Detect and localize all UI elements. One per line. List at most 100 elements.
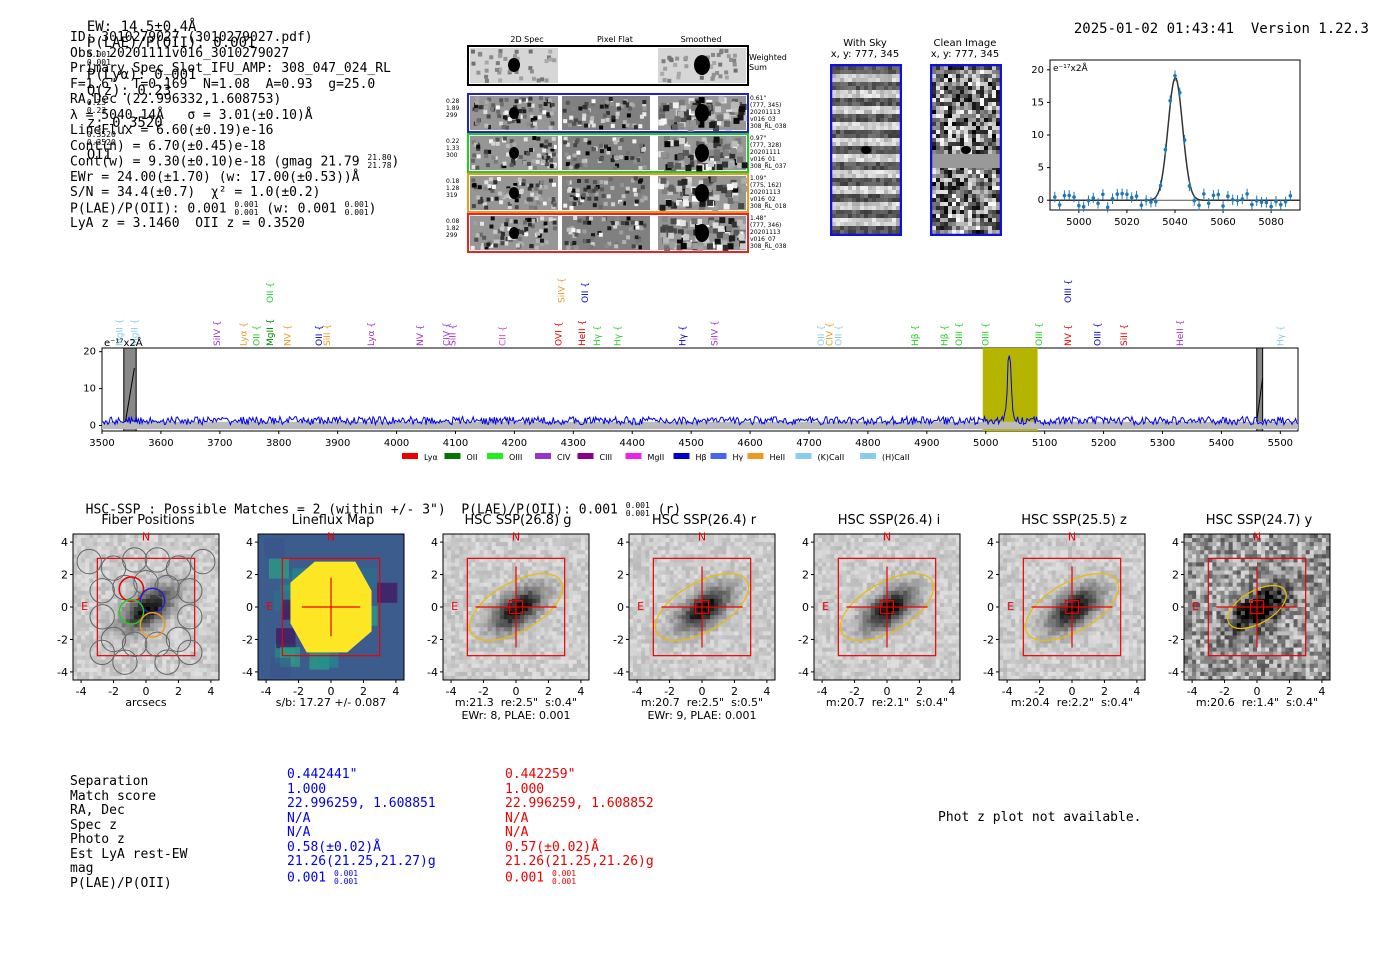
x-tick-label: 3900 xyxy=(325,438,350,449)
center-box xyxy=(694,599,710,615)
x-tick-label: 0 xyxy=(884,685,891,698)
y-tick-label: 10 xyxy=(1031,130,1044,141)
thumbnail-panel: HSC SSP(24.7) y N E 4 2 0 -2 -4 -4 -2 0 2 4 m:20.6 re… xyxy=(1144,510,1334,725)
legend-label: OII xyxy=(467,453,478,462)
line-marker: CIV { xyxy=(443,322,453,346)
x-tick-label: 2 xyxy=(1101,685,1108,698)
line-marker: CII { xyxy=(499,326,509,346)
thumbnail-panel: Lineflux Map N E 4 2 0 -2 -4 -4 -2 0 2 4 s/b: 17.27 +… xyxy=(218,510,408,725)
x-tick-label: -4 xyxy=(1002,685,1013,698)
source-blob xyxy=(695,104,709,122)
thumbnail-panel: HSC SSP(26.4) i N E 4 2 0 -2 -4 -4 -2 0 2 4 m:20.7 re… xyxy=(774,510,964,725)
fiber-circle xyxy=(165,555,192,581)
info-line: ID: 3010279027 (3010279027.pdf) xyxy=(70,30,313,45)
x-tick-label: 4100 xyxy=(443,438,468,449)
line-marker: SiIV { xyxy=(711,320,721,346)
y-tick-label: 2 xyxy=(61,569,68,582)
thumbnail-title: Lineflux Map xyxy=(291,513,375,528)
match-value: 1.000 xyxy=(505,781,545,797)
fiber-cutout xyxy=(658,136,748,172)
x-tick-label: 5040 xyxy=(1162,217,1187,228)
match-value: 22.996259, 1.608851 xyxy=(287,796,436,811)
fiber-row-frame xyxy=(467,173,749,213)
thumbnail-image: N E 4 2 0 -2 -4 -4 -2 0 2 4 xyxy=(427,532,590,698)
fiber-cutout xyxy=(470,176,558,210)
data-point xyxy=(1091,196,1096,200)
header-plae: P(LAE)/P(OII): 0.001 xyxy=(86,35,256,51)
source-blob xyxy=(695,224,709,242)
row-meta-left: 0.22 1.33 300 xyxy=(446,138,460,159)
y-tick-label: 0 xyxy=(617,601,624,614)
fiber-circle xyxy=(89,578,115,604)
fiber-cutout xyxy=(470,96,558,130)
x-tick-label: 0 xyxy=(513,685,520,698)
detection-info: ID: 3010279027 (3010279027.pdf) Obs: 202… xyxy=(70,30,399,232)
line-marker: NV { xyxy=(416,325,426,346)
data-point xyxy=(1197,203,1201,208)
x-tick-label: -4 xyxy=(632,685,643,698)
fiber-cutout xyxy=(658,176,748,212)
weighted-cutout xyxy=(562,48,650,83)
data-point xyxy=(1235,198,1240,203)
match-label: RA, Dec xyxy=(70,803,125,818)
y-tick-label: 0 xyxy=(61,601,68,614)
line-marker: OVI { xyxy=(555,322,565,346)
x-tick-label: -4 xyxy=(817,685,828,698)
x-tick-label: 5080 xyxy=(1258,217,1283,228)
x-tick-label: 0 xyxy=(699,685,706,698)
data-point xyxy=(1230,197,1235,202)
fiber-circle xyxy=(133,570,159,596)
fiber-cutout xyxy=(470,216,558,250)
y-tick-label: 2 xyxy=(1172,569,1179,582)
data-point xyxy=(1202,192,1206,196)
line-marker: HeII { xyxy=(1176,320,1186,346)
source-blob xyxy=(508,58,520,72)
source-blob xyxy=(509,147,519,159)
thumbnail-caption: m:20.7 re:2.5" s:0.5" EWr: 9, PLAE: 0.001 xyxy=(640,696,764,722)
thumbnail-panel: HSC SSP(25.5) z N E 4 2 0 -2 -4 -4 -2 0 2 4 m:20.4 re… xyxy=(959,510,1149,725)
source-ellipse xyxy=(1227,584,1287,630)
match-label: Separation xyxy=(70,774,149,789)
line-marker: SiIV { xyxy=(213,320,223,346)
col-title: 2D Spec xyxy=(510,35,544,44)
thumbnail-title: HSC SSP(26.8) g xyxy=(464,513,572,528)
data-point xyxy=(1149,200,1153,204)
legend-swatch xyxy=(535,453,551,459)
line-marker: OII { xyxy=(315,325,325,346)
thumbnail-title: Fiber Positions xyxy=(101,513,195,528)
clean-image xyxy=(930,64,1002,236)
line-marker: OII { xyxy=(834,325,844,346)
fiber-circle xyxy=(177,639,203,666)
fiber-circle xyxy=(121,631,148,657)
legend-swatch xyxy=(625,453,642,459)
data-point xyxy=(1086,198,1091,203)
x-tick-label: 4400 xyxy=(620,438,645,449)
y-tick-label: 4 xyxy=(617,536,624,549)
fiber-cutout xyxy=(562,96,650,130)
match-value: N/A xyxy=(287,825,311,840)
fiber-cutout xyxy=(562,136,650,170)
source-blob xyxy=(961,146,971,154)
match-value: 0.58(±0.02)Å xyxy=(287,839,381,855)
y-tick-label: 0 xyxy=(431,601,438,614)
match-label: Spec z xyxy=(70,817,117,833)
x-tick-label: -4 xyxy=(446,685,457,698)
source-blob xyxy=(861,146,871,154)
aperture-box xyxy=(1207,557,1307,657)
center-box xyxy=(508,599,524,615)
x-tick-label: -4 xyxy=(261,685,272,698)
data-point xyxy=(1168,98,1172,103)
x-tick-label: 0 xyxy=(1069,685,1076,698)
row-meta-right: 0.97" (777, 328) 20201111 v016_01 308_RL… xyxy=(750,135,787,170)
timestamp: 2025-01-02 01:43:41 xyxy=(1073,21,1235,37)
fiber-circle xyxy=(121,547,148,573)
x-tick-label: 0 xyxy=(143,685,150,698)
x-tick-label: -4 xyxy=(76,685,87,698)
x-tick-label: 5060 xyxy=(1210,217,1235,228)
match-value: N/A xyxy=(505,825,529,840)
y-tick-label: 0 xyxy=(1172,601,1179,614)
x-tick-label: 4000 xyxy=(384,438,409,449)
thumbnail-title: HSC SSP(26.4) r xyxy=(651,513,757,528)
data-point xyxy=(1163,147,1168,152)
y-tick-label: -4 xyxy=(798,666,809,679)
